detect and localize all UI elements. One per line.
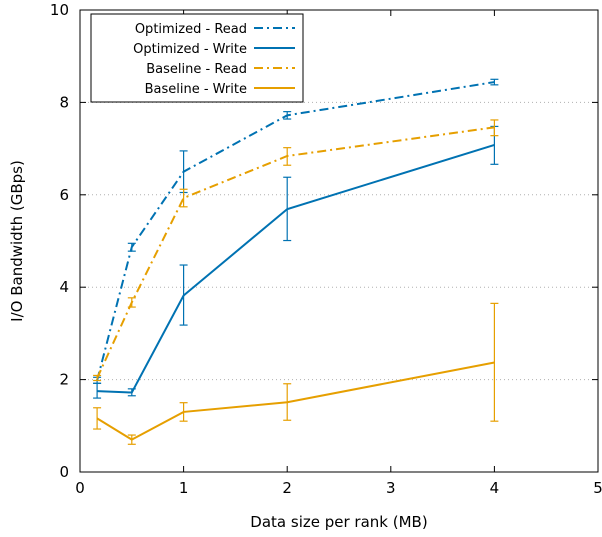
x-axis-title: Data size per rank (MB) [250,513,427,531]
y-tick-label: 2 [59,371,69,389]
axis-ticks: 0 1 2 3 4 5 0 2 4 6 8 10 [50,1,602,497]
grid-lines [80,101,598,381]
x-tick-label: 4 [490,479,500,497]
legend-label: Baseline - Read [146,62,247,77]
series-line [96,81,495,381]
series-line [97,143,495,394]
series-layer [93,78,499,445]
legend-label: Optimized - Read [135,22,247,37]
y-tick-label: 6 [59,186,69,204]
series-0 [93,78,499,384]
series-2 [93,119,499,382]
x-tick-label: 1 [179,479,189,497]
legend-label: Optimized - Write [133,42,247,57]
x-tick-label: 0 [75,479,85,497]
plot-frame [79,9,599,473]
series-3 [93,302,499,445]
x-tick-label: 5 [593,479,602,497]
series-line [96,126,495,379]
x-tick-label: 2 [282,479,292,497]
legend-label: Baseline - Write [145,82,247,97]
y-tick-label: 0 [59,463,69,481]
y-tick-label: 10 [50,1,69,19]
y-tick-label: 8 [59,93,69,111]
x-tick-label: 3 [386,479,396,497]
legend: Optimized - Read Optimized - Write Baselin… [90,13,304,103]
series-line [96,361,495,441]
y-tick-label: 4 [59,278,69,296]
y-axis-title: I/O Bandwidth (GBps) [8,160,26,322]
series-1 [93,125,499,399]
